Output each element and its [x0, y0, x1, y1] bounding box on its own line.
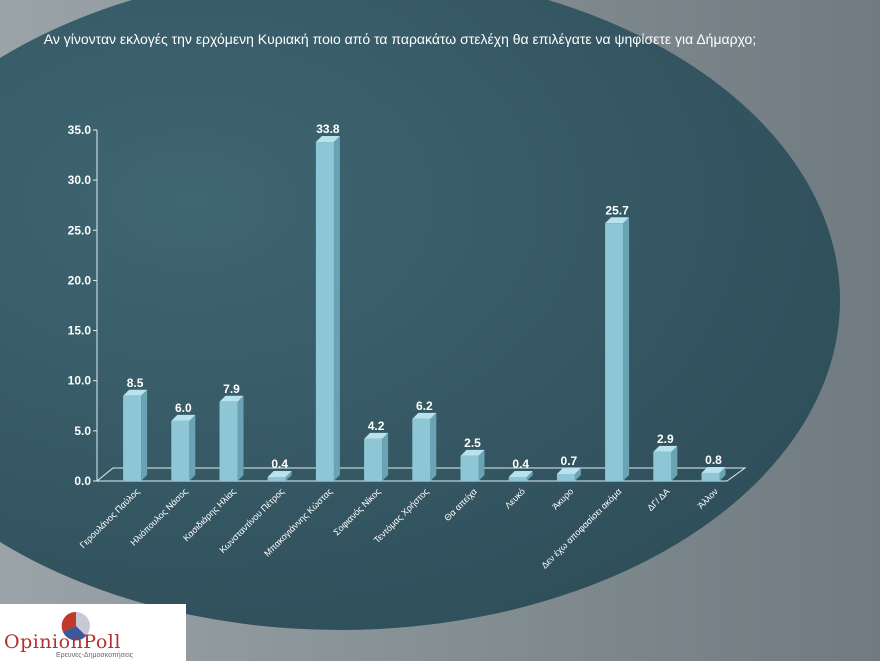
data-label: 0.7 [561, 454, 578, 468]
bar [412, 418, 431, 481]
bar-side [478, 449, 485, 481]
bar-top [605, 217, 630, 224]
bar [123, 395, 142, 481]
bar-top [171, 414, 196, 421]
bar [653, 451, 672, 481]
x-tick-label: Σοφιανός Νίκος [331, 486, 383, 538]
x-tick-label: Δεν έχω αποφασίσει ακόμα [539, 486, 623, 570]
data-label: 0.4 [512, 457, 529, 471]
bar-top [267, 470, 292, 477]
data-label: 4.2 [368, 419, 385, 433]
bar [508, 476, 527, 481]
y-tick-label: 15.0 [68, 324, 92, 338]
bar [701, 472, 720, 481]
bar-side [189, 414, 196, 481]
bar-side [526, 470, 533, 481]
y-tick-label: 20.0 [68, 273, 92, 287]
bar-top [123, 389, 148, 396]
data-label: 6.2 [416, 399, 433, 413]
data-label: 6.0 [175, 401, 192, 415]
chart-axes: 0.0 5.0 10.0 15.0 20.0 25.0 30.0 35.0 [68, 123, 747, 488]
y-tick-label: 30.0 [68, 173, 92, 187]
y-tick-label: 0.0 [74, 474, 91, 488]
x-tick-label: Άλλον [696, 486, 721, 511]
bar [171, 420, 190, 481]
data-label: 33.8 [316, 122, 340, 136]
data-label: 25.7 [605, 203, 629, 217]
bar-side [141, 389, 148, 481]
y-tick-label: 10.0 [68, 374, 92, 388]
bar-top [412, 412, 437, 419]
bar-top [315, 136, 340, 143]
bar-side [671, 445, 678, 481]
bar-top [508, 470, 533, 477]
bar-side [333, 136, 340, 481]
x-tick-label: Θα απείχα [442, 486, 479, 523]
logo-tagline: Ερευνες-Δημοσκοπήσεις [56, 652, 134, 659]
bar-side [430, 412, 437, 481]
bar [460, 455, 479, 481]
data-label: 0.4 [271, 457, 288, 471]
bar-top [460, 449, 485, 456]
chart-bars [123, 136, 726, 481]
x-tick-label: Άκυρο [550, 486, 575, 511]
bar-top [219, 395, 244, 402]
y-tick-label: 35.0 [68, 123, 92, 137]
y-tick-label: 25.0 [68, 223, 92, 237]
bar-side [285, 470, 292, 481]
background-ellipse [0, 0, 840, 630]
data-label: 8.5 [127, 376, 144, 390]
bar-side [719, 466, 726, 481]
x-tick-label: ΔΓ/ ΔΑ [645, 486, 672, 513]
chart-title: Αν γίνονταν εκλογές την ερχόμενη Κυριακή… [43, 31, 757, 47]
bar-side [382, 432, 389, 481]
bar-side [574, 467, 581, 481]
y-tick-label: 5.0 [74, 424, 91, 438]
x-tick-label: Λευκό [503, 486, 527, 510]
data-label: 0.8 [705, 453, 722, 467]
bar-side [623, 217, 630, 481]
bar [315, 142, 334, 481]
bar [219, 401, 238, 481]
bar-top [556, 467, 581, 474]
bar [267, 476, 286, 481]
bar [605, 223, 624, 481]
logo-name: OpinionPoll [4, 631, 121, 653]
bar-side [237, 395, 244, 481]
data-label: 7.9 [223, 382, 240, 396]
opinionpoll-logo: OpinionPoll Ερευνες-Δημοσκοπήσεις [0, 604, 186, 661]
bar-top [653, 445, 678, 452]
bar [556, 473, 575, 481]
bar [364, 438, 383, 481]
bar-top [701, 466, 726, 473]
data-label: 2.5 [464, 436, 481, 450]
data-label: 2.9 [657, 432, 674, 446]
bar-top [364, 432, 389, 439]
